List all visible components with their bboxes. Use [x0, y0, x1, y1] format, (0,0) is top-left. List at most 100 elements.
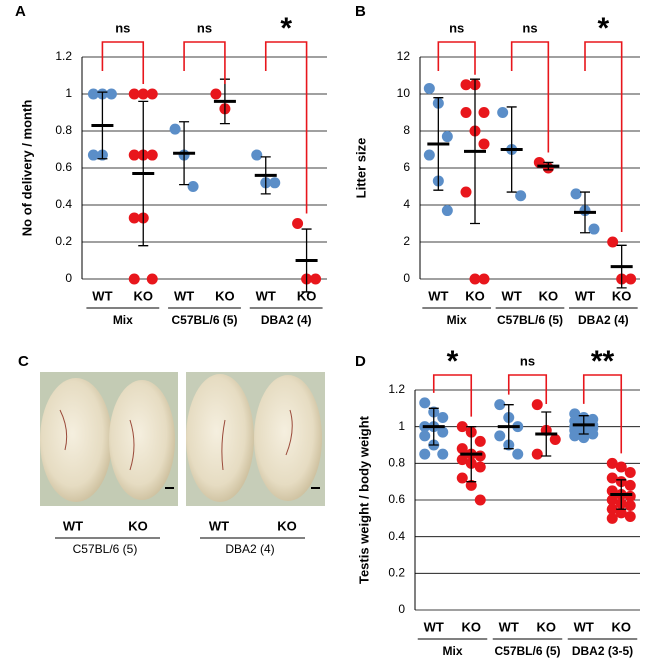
y-tick-label: 0.2	[388, 566, 405, 580]
data-point	[460, 107, 472, 118]
significance-label: ns	[522, 20, 537, 35]
data-point	[615, 461, 627, 473]
group-label: C57BL/6 (5)	[497, 313, 563, 327]
y-tick-label: 0	[398, 602, 405, 616]
y-axis-label: Litter size	[353, 138, 368, 199]
y-tick-label: 1.2	[55, 49, 72, 63]
data-point	[615, 507, 627, 519]
x-tick-label: KO	[134, 288, 154, 303]
data-point	[87, 88, 99, 100]
y-tick-label: 1	[65, 86, 72, 100]
x-tick-label: KO	[612, 619, 632, 634]
significance-bracket	[183, 41, 226, 84]
y-tick-label: 0.4	[388, 529, 405, 543]
x-tick-label: WT	[428, 288, 448, 303]
panel-label: A	[15, 3, 26, 20]
x-tick-label: WT	[499, 619, 519, 634]
data-point	[437, 448, 449, 460]
data-point	[456, 472, 468, 484]
data-point	[469, 273, 481, 285]
group-label: DBA2 (4)	[225, 542, 274, 556]
data-point	[423, 149, 435, 161]
group-label: Mix	[113, 313, 133, 327]
panel-label: B	[355, 3, 366, 20]
significance-label: ns	[197, 20, 212, 35]
data-point	[292, 218, 304, 229]
y-tick-label: 6	[403, 160, 410, 174]
y-tick-label: 0.6	[388, 492, 405, 506]
data-point	[437, 412, 449, 423]
data-point	[474, 461, 486, 473]
testis-image	[186, 374, 254, 502]
data-point	[128, 88, 140, 100]
data-point	[587, 428, 599, 440]
data-point	[606, 457, 618, 469]
data-point	[624, 479, 636, 491]
data-point	[423, 82, 435, 94]
data-point	[419, 448, 431, 460]
data-point	[105, 88, 117, 100]
data-point	[137, 88, 149, 100]
data-point	[515, 190, 527, 202]
data-point	[478, 138, 490, 150]
data-point	[588, 223, 600, 235]
panel-label: C	[18, 353, 29, 370]
significance-bracket	[582, 374, 623, 454]
data-point	[310, 273, 322, 285]
data-point	[210, 88, 222, 100]
significance-label: *	[280, 12, 292, 45]
y-tick-label: 0	[403, 271, 410, 285]
data-point	[437, 426, 449, 438]
y-tick-label: 0	[65, 271, 72, 285]
x-tick-label: WT	[575, 288, 595, 303]
data-point	[478, 107, 490, 118]
y-tick-label: 12	[397, 49, 411, 63]
data-point	[478, 273, 490, 285]
data-point	[497, 107, 509, 118]
significance-label: ns	[115, 20, 130, 35]
data-point	[494, 399, 506, 411]
data-point	[624, 511, 636, 522]
data-point	[624, 500, 636, 511]
data-point	[128, 149, 140, 161]
data-point	[87, 149, 99, 161]
group-label: C57BL/6 (5)	[494, 644, 560, 658]
data-point	[474, 494, 486, 506]
data-point	[460, 79, 472, 91]
data-point	[456, 421, 468, 433]
y-tick-label: 4	[403, 197, 410, 211]
data-point	[474, 435, 486, 447]
data-point	[251, 149, 263, 161]
y-tick-label: 0.4	[55, 197, 72, 211]
x-tick-label: KO	[215, 288, 235, 303]
data-point	[606, 503, 618, 515]
significance-bracket	[101, 41, 145, 84]
y-tick-label: 0.8	[55, 123, 72, 137]
x-tick-label: WT	[256, 288, 276, 303]
y-tick-label: 1.2	[388, 382, 405, 396]
data-point	[569, 430, 581, 442]
data-point	[531, 399, 543, 411]
data-point	[578, 432, 590, 444]
data-point	[531, 448, 543, 460]
testis-image	[109, 380, 175, 500]
data-point	[456, 443, 468, 455]
x-tick-label: WT	[424, 619, 444, 634]
group-label: DBA2 (3-5)	[572, 644, 633, 658]
y-tick-label: 8	[403, 123, 410, 137]
panel-label: D	[355, 353, 366, 370]
x-tick-label: WT	[92, 288, 112, 303]
data-point	[419, 397, 431, 409]
category-label: WT	[63, 518, 83, 533]
testis-image	[254, 375, 322, 501]
data-point	[606, 494, 618, 506]
group-label: DBA2 (4)	[578, 313, 629, 327]
significance-bracket	[432, 374, 473, 417]
data-point	[146, 273, 158, 285]
significance-bracket	[264, 41, 308, 214]
data-point	[169, 123, 181, 135]
group-label: DBA2 (4)	[261, 313, 312, 327]
y-tick-label: 1	[398, 419, 405, 433]
